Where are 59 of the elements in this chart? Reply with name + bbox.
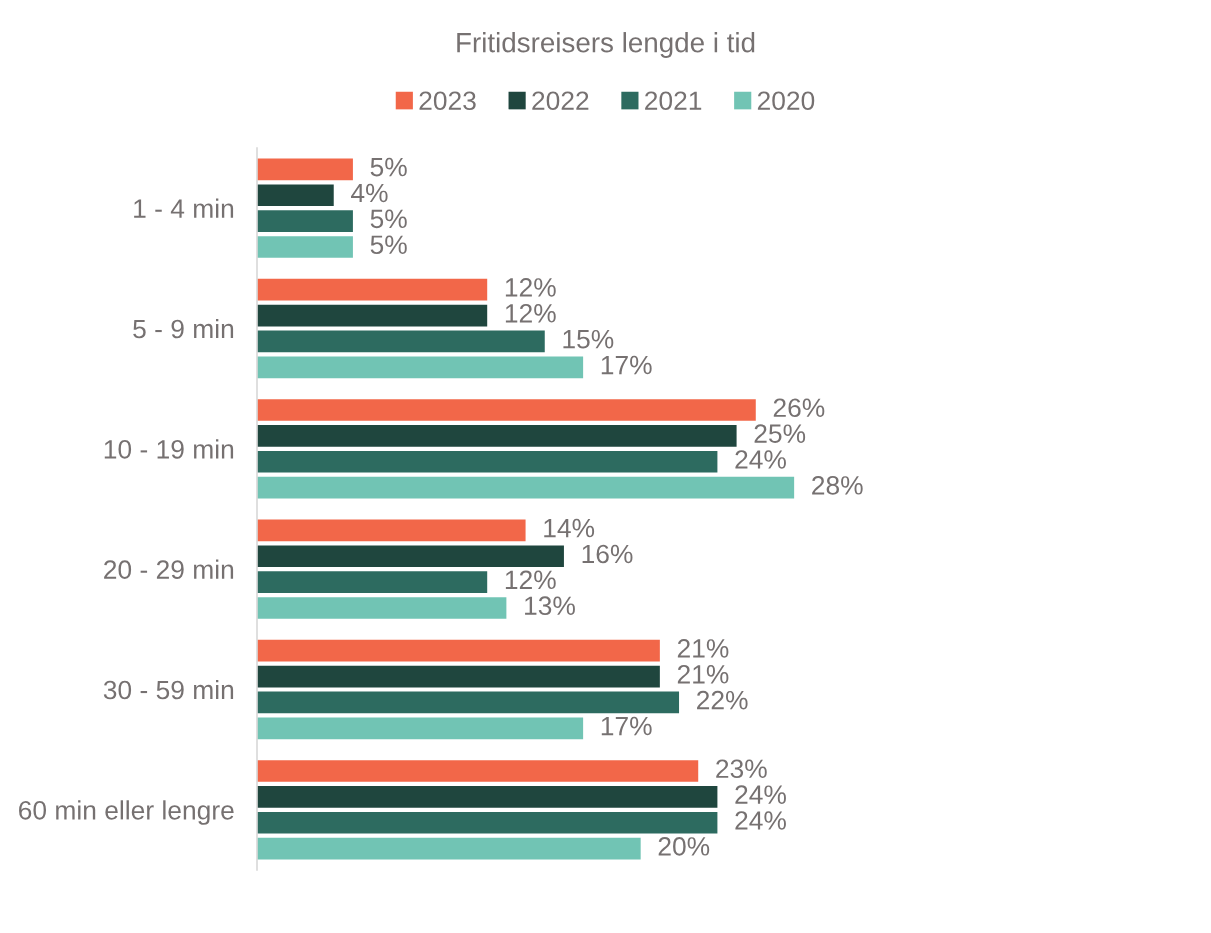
data-label: 16%: [582, 544, 633, 564]
bar: [257, 450, 718, 473]
bar: [257, 837, 641, 860]
bar: [257, 399, 756, 421]
bar: [257, 330, 545, 353]
data-label: 24%: [735, 785, 786, 804]
bar: [257, 236, 353, 258]
y-tick-label: 60 min eller lengre: [19, 800, 234, 825]
legend-label: 2020: [757, 91, 815, 111]
data-label: 20%: [658, 837, 710, 856]
data-label: 12%: [505, 303, 556, 323]
data-label: 5%: [370, 209, 407, 229]
data-label: 28%: [812, 476, 863, 495]
y-tick-label: 10 - 19 min: [104, 439, 234, 459]
data-label: 22%: [697, 690, 748, 710]
bar: [257, 158, 353, 181]
bar: [257, 278, 488, 301]
data-label: 12%: [505, 278, 556, 297]
data-label: 17%: [601, 355, 652, 375]
y-tick-label: 1 - 4 min: [134, 198, 234, 218]
data-label: 23%: [716, 759, 767, 779]
bar: [257, 717, 584, 740]
data-label: 12%: [505, 570, 556, 590]
data-label: 14%: [544, 518, 595, 538]
y-tick-label: 5 - 9 min: [133, 318, 234, 339]
data-label: 4%: [351, 183, 388, 203]
bar: [257, 425, 737, 447]
data-label: 26%: [773, 398, 825, 418]
bar: [257, 691, 680, 714]
bar: [257, 519, 526, 542]
y-tick-label: 30 - 59 min: [103, 679, 234, 700]
bar: [257, 545, 564, 568]
chart-title: Fritidsreisers lengde i tid: [457, 32, 755, 58]
data-label: 5%: [370, 235, 407, 255]
data-label: 17%: [601, 716, 652, 736]
bar: [257, 184, 334, 207]
bar: [257, 210, 353, 232]
data-label: 15%: [563, 329, 614, 349]
bar: [257, 760, 699, 782]
legend-label: 2022: [532, 91, 589, 111]
data-label: 5%: [370, 157, 407, 177]
data-label: 21%: [677, 664, 729, 684]
bar: [257, 597, 507, 619]
legend-label: 2021: [645, 91, 702, 111]
data-label: 13%: [525, 596, 575, 616]
data-label: 25%: [754, 424, 806, 443]
data-label: 24%: [735, 811, 786, 830]
bar: [257, 811, 718, 834]
y-tick-label: 20 - 29 min: [104, 559, 234, 579]
data-label: 24%: [735, 450, 786, 469]
bar: [257, 476, 795, 499]
bar: [257, 304, 488, 327]
bar: [257, 639, 660, 662]
bar: [257, 786, 718, 808]
legend-label: 2023: [419, 91, 476, 111]
bar: [257, 665, 660, 688]
data-label: 21%: [677, 639, 729, 658]
bar: [257, 571, 488, 593]
bar: [257, 356, 584, 379]
